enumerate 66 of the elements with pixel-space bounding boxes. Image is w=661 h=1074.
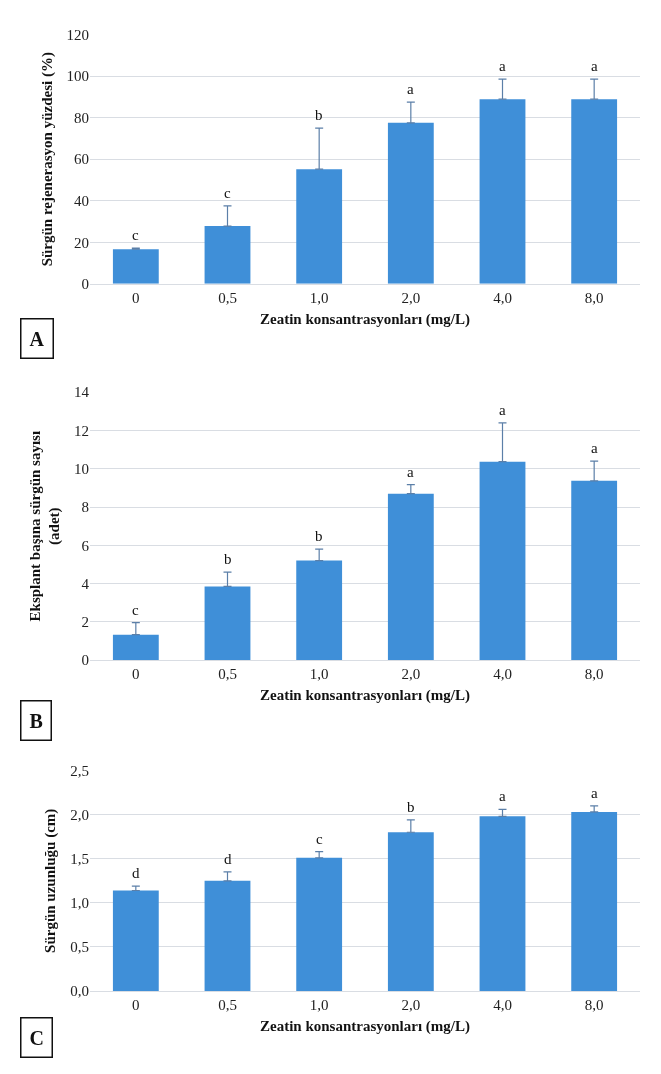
annotation: c bbox=[132, 227, 139, 243]
y-tick-label: 80 bbox=[74, 109, 89, 126]
annotation: b bbox=[315, 107, 323, 123]
y-tick-label: 4 bbox=[81, 575, 90, 592]
y-tick-label: 60 bbox=[74, 151, 89, 168]
y-axis-title: Sürgün uzunluğu (cm) bbox=[42, 808, 60, 953]
annotation: a bbox=[407, 464, 414, 480]
y-tick-label: 14 bbox=[74, 384, 90, 401]
y-tick-label: 10 bbox=[74, 461, 89, 477]
y-tick-label: 40 bbox=[74, 193, 89, 209]
y-tick-label: 12 bbox=[74, 422, 89, 439]
y-tick-label: 8 bbox=[81, 499, 89, 516]
y-axis-title: Eksplant başına sürgün sayısı (adet) bbox=[26, 430, 64, 622]
annotation: a bbox=[499, 402, 506, 418]
annotation: a bbox=[591, 58, 598, 74]
annotation: b bbox=[224, 551, 232, 567]
x-tick-label: 4,0 bbox=[493, 997, 512, 1014]
y-tick-label: 0 bbox=[81, 276, 89, 293]
y-tick-label: 0,0 bbox=[70, 983, 89, 1000]
text: A bbox=[29, 327, 45, 350]
x-tick-label: 0 bbox=[132, 997, 140, 1014]
y-tick-label: 100 bbox=[66, 68, 89, 85]
x-tick-label: 4,0 bbox=[493, 666, 512, 683]
y-tick-label: 1,5 bbox=[70, 850, 89, 867]
annotation: d bbox=[224, 851, 232, 867]
y-tick-label: 1,0 bbox=[70, 895, 89, 912]
x-tick-label: 0 bbox=[132, 289, 140, 306]
x-axis-title: Zeatin konsantrasyonları (mg/L) bbox=[259, 1018, 471, 1036]
y-tick-label: 0,5 bbox=[70, 939, 89, 956]
y-tick-label: 2 bbox=[81, 614, 89, 631]
text: B bbox=[29, 709, 43, 732]
text: C bbox=[29, 1026, 44, 1049]
x-tick-label: 8,0 bbox=[584, 666, 604, 683]
x-tick-label: 0,5 bbox=[218, 997, 237, 1014]
x-tick-label: 8,0 bbox=[584, 289, 604, 306]
y-tick-label: 2,0 bbox=[70, 806, 89, 823]
y-tick-label: 0 bbox=[81, 652, 89, 669]
y-tick-label: 6 bbox=[81, 537, 90, 554]
annotation: b bbox=[315, 528, 323, 544]
y-tick-label: 120 bbox=[66, 26, 89, 43]
y-tick-label: 2,5 bbox=[70, 762, 89, 779]
x-tick-label: 1,0 bbox=[309, 666, 329, 683]
x-tick-label: 1,0 bbox=[309, 289, 329, 306]
annotation: a bbox=[499, 58, 506, 74]
annotation: c bbox=[224, 185, 231, 201]
x-tick-label: 2,0 bbox=[401, 289, 421, 306]
x-tick-label: 0,5 bbox=[218, 289, 237, 306]
x-tick-label: 4,0 bbox=[493, 289, 512, 306]
annotation: a bbox=[591, 440, 598, 456]
annotation: a bbox=[407, 81, 414, 97]
annotation: c bbox=[132, 602, 139, 618]
x-axis-title: Zeatin konsantrasyonları (mg/L) bbox=[259, 310, 471, 328]
y-axis-title: Sürgün rejenerasyon yüzdesi (%) bbox=[38, 52, 56, 267]
annotation: c bbox=[316, 831, 323, 847]
y-tick-label: 20 bbox=[74, 234, 89, 251]
annotation: d bbox=[132, 865, 140, 881]
x-tick-label: 2,0 bbox=[401, 666, 421, 683]
x-tick-label: 0 bbox=[132, 666, 140, 683]
x-tick-label: 2,0 bbox=[401, 997, 421, 1014]
annotation: a bbox=[499, 788, 506, 804]
x-axis-title: Zeatin konsantrasyonları (mg/L) bbox=[259, 687, 471, 705]
x-tick-label: 0,5 bbox=[218, 666, 237, 683]
x-tick-label: 8,0 bbox=[584, 997, 604, 1014]
x-tick-label: 1,0 bbox=[309, 997, 329, 1014]
annotation: a bbox=[591, 785, 598, 801]
annotation: b bbox=[407, 799, 415, 815]
